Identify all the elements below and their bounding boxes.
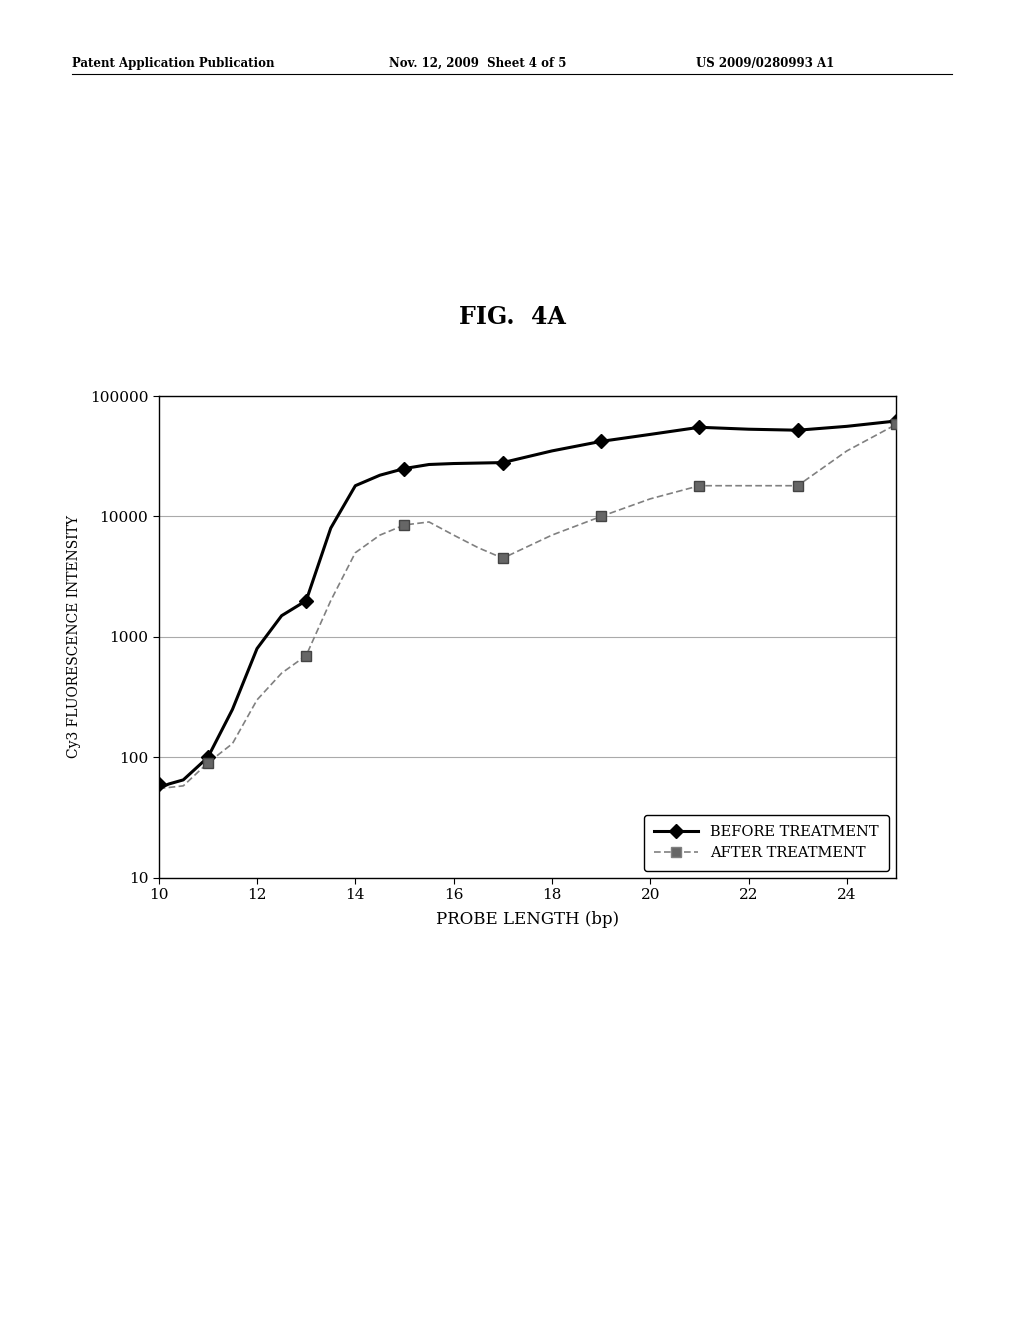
Text: Patent Application Publication: Patent Application Publication bbox=[72, 57, 274, 70]
Legend: BEFORE TREATMENT, AFTER TREATMENT: BEFORE TREATMENT, AFTER TREATMENT bbox=[644, 814, 889, 870]
Text: Nov. 12, 2009  Sheet 4 of 5: Nov. 12, 2009 Sheet 4 of 5 bbox=[389, 57, 566, 70]
Y-axis label: Cy3 FLUORESCENCE INTENSITY: Cy3 FLUORESCENCE INTENSITY bbox=[68, 515, 82, 759]
Text: FIG.  4A: FIG. 4A bbox=[459, 305, 565, 329]
X-axis label: PROBE LENGTH (bp): PROBE LENGTH (bp) bbox=[436, 911, 618, 928]
Text: US 2009/0280993 A1: US 2009/0280993 A1 bbox=[696, 57, 835, 70]
